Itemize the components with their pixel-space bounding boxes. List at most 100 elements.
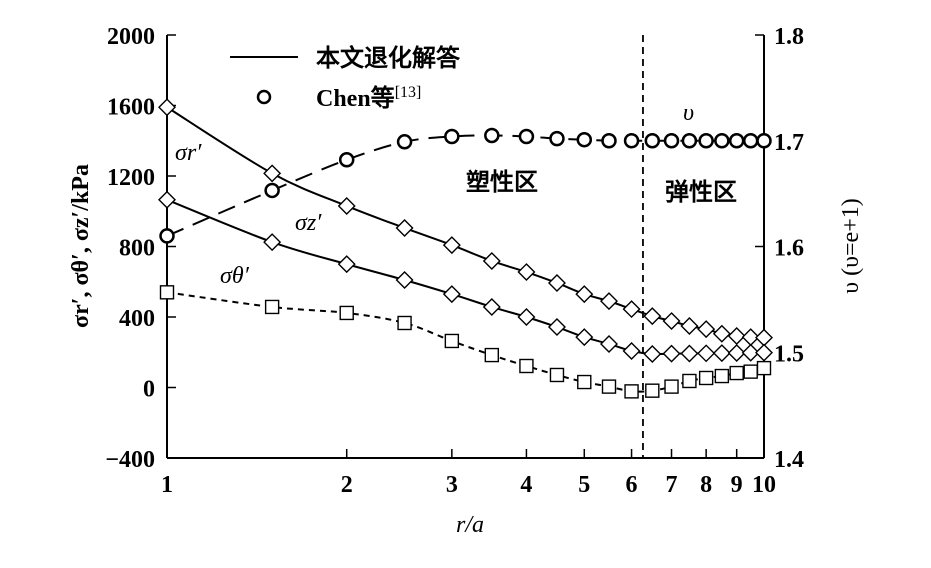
- x-tick-label: 5: [578, 472, 590, 498]
- data-markers: [158, 98, 773, 399]
- marker-sigma_theta: [756, 360, 772, 376]
- y-left-tick-label: 0: [143, 377, 155, 403]
- marker-sigma_r: [442, 236, 461, 255]
- legend-chen-ref: [13]: [395, 84, 422, 101]
- marker-upsilon: [518, 128, 535, 145]
- marker-sigma_r: [727, 327, 746, 346]
- x-tick-label: 8: [700, 472, 712, 498]
- marker-upsilon: [396, 134, 413, 150]
- x-tick-label: 2: [341, 472, 353, 498]
- x-tick-label: 6: [626, 472, 638, 498]
- marker-sigma_z: [697, 344, 716, 363]
- marker-sigma_z: [547, 318, 566, 337]
- y-axis-right-label: υ (υ=e+1): [838, 198, 864, 293]
- y-right-tick-label: 1.8: [774, 24, 804, 50]
- marker-sigma_r: [395, 219, 414, 237]
- y-left-tick-label: 2000: [107, 24, 155, 50]
- plastic-zone-label: 塑性区: [466, 169, 538, 196]
- marker-sigma_theta: [159, 285, 175, 300]
- marker-sigma_r: [337, 196, 356, 215]
- upsilon-label: υ: [683, 100, 694, 126]
- marker-sigma_z: [680, 344, 699, 363]
- marker-sigma_r: [622, 300, 641, 319]
- marker-sigma_r: [158, 98, 176, 117]
- marker-upsilon: [444, 128, 460, 145]
- marker-sigma_theta: [397, 315, 412, 331]
- y-right-tick-label: 1.5: [774, 341, 804, 367]
- legend-chen-text: Chen等: [316, 84, 395, 112]
- marker-sigma_z: [263, 233, 282, 252]
- marker-sigma_theta: [698, 370, 714, 386]
- marker-upsilon: [728, 133, 745, 149]
- marker-upsilon: [644, 133, 661, 149]
- marker-sigma_theta: [645, 383, 660, 398]
- y-right-tick-label: 1.6: [774, 236, 804, 262]
- x-tick-label: 1: [161, 472, 173, 498]
- marker-sigma_r: [600, 292, 618, 311]
- marker-sigma_r: [547, 273, 566, 292]
- y-left-tick-label: 800: [119, 236, 155, 262]
- series-line-sigma_theta: [166, 291, 765, 393]
- y-left-tick-label: 1600: [107, 95, 155, 121]
- marker-sigma_theta: [743, 364, 758, 379]
- marker-sigma_z: [755, 343, 773, 362]
- marker-sigma_r: [697, 320, 716, 339]
- legend-label-solution: 本文退化解答: [316, 44, 461, 72]
- marker-upsilon: [681, 133, 698, 149]
- sigma-z-label: σz′: [295, 210, 322, 236]
- series-line-sigma_z: [166, 198, 765, 356]
- legend: 本文退化解答 Chen等[13]: [230, 44, 461, 112]
- marker-upsilon: [576, 131, 593, 148]
- y-axis-left-label: σr′, σθ′, σz′/kPa: [68, 164, 94, 328]
- marker-sigma_z: [622, 342, 641, 361]
- y-right-tick-label: 1.7: [774, 130, 804, 156]
- marker-sigma_z: [662, 344, 681, 363]
- marker-sigma_theta: [664, 379, 679, 394]
- marker-sigma_theta: [714, 368, 730, 384]
- marker-sigma_z: [482, 297, 501, 316]
- marker-sigma_theta: [339, 305, 354, 321]
- marker-sigma_r: [575, 285, 594, 304]
- axes: 1 2 3 4 5 6 7 8 9 10 −400 0 400 800 1200 1600 2000 1.4 1.5…: [105, 24, 804, 498]
- marker-upsilon: [264, 182, 280, 199]
- marker-sigma_theta: [729, 365, 744, 381]
- marker-sigma_theta: [484, 347, 500, 363]
- marker-upsilon: [484, 127, 500, 144]
- marker-sigma_r: [680, 316, 699, 335]
- marker-sigma_z: [727, 343, 746, 362]
- x-tick-label: 3: [446, 472, 458, 498]
- x-tick-label: 4: [520, 472, 532, 498]
- marker-sigma_theta: [519, 358, 534, 374]
- marker-upsilon: [714, 133, 730, 149]
- marker-sigma_r: [643, 307, 662, 326]
- y-left-tick-label: 400: [119, 306, 155, 332]
- marker-sigma_theta: [682, 373, 697, 389]
- marker-sigma_z: [741, 343, 760, 362]
- marker-sigma_theta: [444, 333, 460, 349]
- x-tick-label: 9: [731, 472, 743, 498]
- marker-sigma_z: [600, 334, 618, 353]
- marker-sigma_z: [712, 344, 731, 363]
- y-left-tick-label: −400: [105, 447, 155, 473]
- marker-sigma_r: [755, 328, 773, 347]
- marker-sigma_theta: [549, 367, 565, 383]
- marker-upsilon: [338, 152, 355, 168]
- marker-sigma_theta: [577, 374, 592, 390]
- marker-upsilon: [159, 228, 175, 244]
- y-right-tick-label: 1.4: [774, 447, 804, 473]
- marker-sigma_z: [575, 328, 594, 347]
- x-tick-label: 7: [666, 472, 678, 498]
- sigma-r-label: σr′: [175, 140, 202, 166]
- marker-upsilon: [663, 133, 680, 149]
- marker-upsilon: [601, 133, 617, 149]
- marker-sigma_r: [662, 312, 681, 331]
- marker-upsilon: [549, 130, 565, 147]
- marker-sigma_z: [442, 285, 461, 304]
- marker-sigma_z: [395, 270, 414, 289]
- y-left-tick-label: 1200: [107, 165, 155, 191]
- marker-sigma_r: [263, 164, 282, 183]
- marker-upsilon: [623, 133, 640, 149]
- marker-sigma_z: [643, 345, 662, 364]
- marker-sigma_r: [482, 251, 501, 270]
